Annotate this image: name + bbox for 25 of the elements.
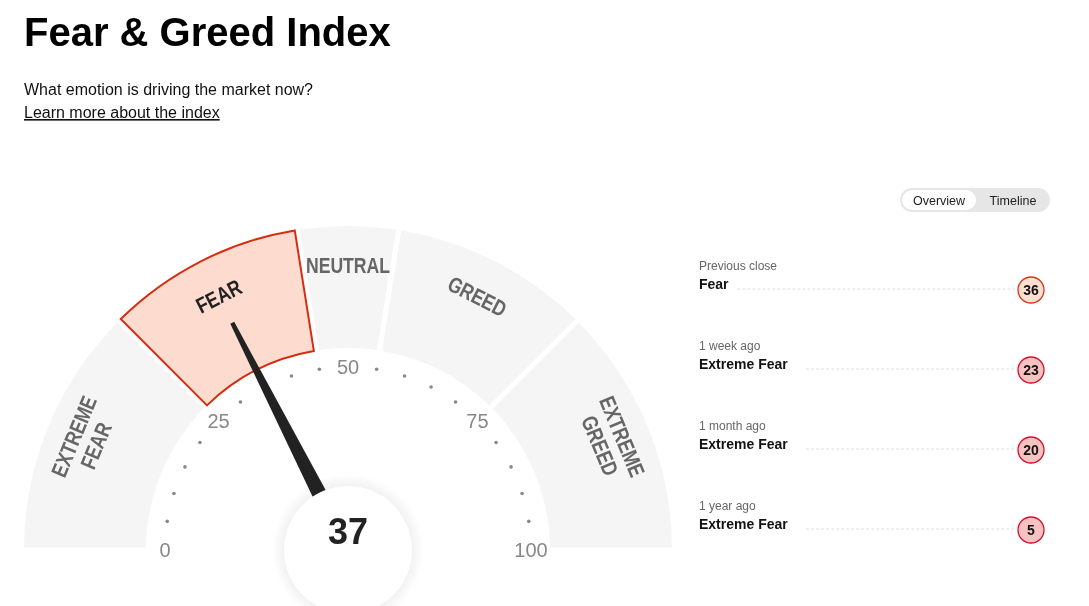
text: 100: [514, 539, 548, 561]
text: Learn more about the index: [24, 104, 220, 121]
category-label: Previous close: [699, 259, 778, 273]
text: Extreme Fear: [699, 356, 788, 372]
text: 50: [336, 356, 360, 378]
text: 25: [207, 409, 230, 432]
category-label: 1 year ago: [699, 499, 757, 513]
text: 0: [159, 539, 171, 561]
text: Overview: [912, 193, 967, 208]
slice-label: NEUTRAL: [305, 253, 391, 278]
category-label: 1 month ago: [699, 419, 767, 433]
text: 37: [327, 511, 369, 552]
chart-subtitle: What emotion is driving the market now?: [24, 81, 314, 98]
category-label: 1 week ago: [699, 339, 761, 353]
data-label: 20: [1023, 442, 1039, 458]
text: 75: [466, 409, 489, 432]
slice-label: FEAR: [191, 274, 246, 318]
text: Extreme Fear: [699, 436, 788, 452]
text: Fear: [699, 276, 729, 292]
data-label: 23: [1023, 362, 1039, 378]
text: Extreme Fear: [699, 516, 788, 532]
data-label: 36: [1023, 282, 1039, 298]
chart-title: Fear & Greed Index: [24, 10, 391, 54]
text: Timeline: [989, 193, 1037, 208]
data-label: 5: [1027, 522, 1036, 538]
